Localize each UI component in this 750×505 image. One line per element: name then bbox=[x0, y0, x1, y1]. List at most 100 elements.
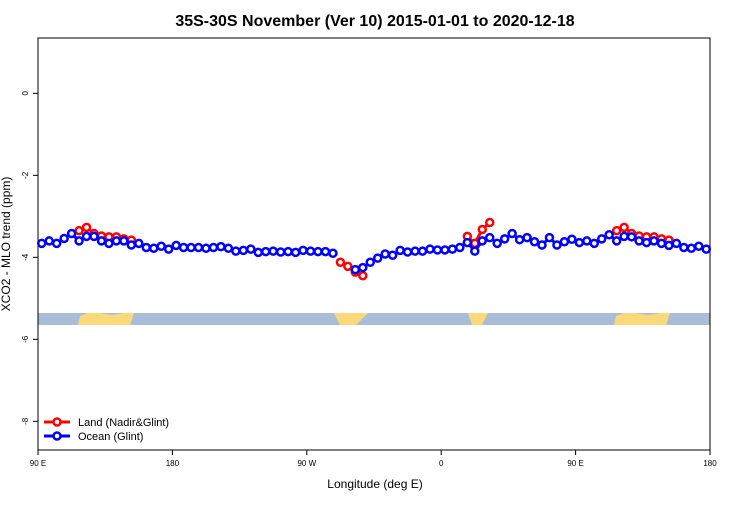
data-point bbox=[455, 242, 465, 253]
data-point bbox=[223, 243, 234, 254]
y-tick-label: -8 bbox=[21, 417, 30, 425]
data-point bbox=[208, 242, 219, 253]
y-tick-label: -6 bbox=[21, 335, 30, 343]
data-point bbox=[522, 232, 532, 243]
data-point bbox=[126, 240, 137, 250]
data-point bbox=[477, 236, 488, 246]
data-point bbox=[313, 246, 323, 257]
data-point bbox=[634, 236, 644, 246]
data-point bbox=[283, 246, 293, 257]
data-point bbox=[626, 232, 637, 242]
data-point bbox=[358, 271, 368, 281]
data-point bbox=[649, 236, 659, 246]
data-point bbox=[81, 222, 92, 233]
land-strip bbox=[78, 313, 134, 325]
y-axis-label: XCO2 - MLO trend (ppm) bbox=[0, 177, 13, 312]
data-point bbox=[694, 241, 704, 252]
data-point bbox=[701, 244, 712, 254]
data-point bbox=[44, 236, 54, 246]
data-point bbox=[529, 236, 540, 247]
land-strip bbox=[614, 313, 670, 325]
y-tick-label: -4 bbox=[21, 253, 30, 261]
data-point bbox=[298, 245, 308, 256]
data-point bbox=[477, 224, 488, 235]
data-point bbox=[51, 238, 62, 249]
data-point bbox=[567, 234, 577, 245]
data-point bbox=[365, 257, 376, 267]
data-point bbox=[641, 237, 652, 248]
data-point bbox=[74, 236, 84, 246]
data-point bbox=[619, 222, 629, 233]
data-point bbox=[589, 238, 600, 249]
data-point bbox=[395, 245, 405, 256]
data-point bbox=[611, 225, 622, 236]
data-point bbox=[343, 261, 353, 272]
data-point bbox=[559, 236, 570, 247]
y-tick-label: -2 bbox=[21, 171, 30, 179]
data-point bbox=[470, 246, 480, 256]
data-point bbox=[74, 225, 84, 236]
data-point bbox=[290, 247, 301, 258]
data-point bbox=[246, 244, 256, 254]
data-point bbox=[574, 237, 585, 248]
data-point bbox=[201, 243, 211, 254]
data-point bbox=[59, 233, 69, 244]
data-point bbox=[514, 234, 525, 245]
data-point bbox=[402, 247, 413, 257]
data-point bbox=[275, 247, 286, 257]
data-point bbox=[231, 246, 241, 256]
data-point bbox=[96, 236, 107, 246]
data-point bbox=[66, 228, 77, 239]
data-point bbox=[664, 240, 674, 251]
legend-label: Ocean (Glint) bbox=[78, 431, 143, 443]
data-point bbox=[417, 246, 428, 256]
data-point bbox=[216, 241, 226, 252]
data-point bbox=[619, 231, 629, 242]
data-point bbox=[380, 249, 390, 259]
data-point bbox=[492, 238, 502, 249]
data-point bbox=[335, 257, 346, 267]
x-tick-label: 180 bbox=[166, 459, 180, 468]
data-point bbox=[387, 250, 398, 261]
data-point bbox=[537, 240, 547, 250]
map-strip bbox=[38, 313, 710, 325]
land-strip bbox=[468, 313, 488, 325]
data-point bbox=[81, 231, 92, 242]
data-point bbox=[328, 248, 338, 258]
data-point bbox=[193, 242, 204, 253]
data-point bbox=[156, 241, 166, 252]
data-point bbox=[141, 242, 152, 253]
data-point bbox=[611, 236, 622, 246]
data-point bbox=[171, 240, 181, 251]
data-point bbox=[350, 264, 361, 275]
data-point bbox=[163, 244, 174, 254]
data-point bbox=[679, 242, 689, 253]
data-point bbox=[104, 238, 114, 249]
data-point bbox=[320, 246, 331, 257]
data-point bbox=[178, 242, 189, 253]
data-point bbox=[507, 228, 517, 239]
ocean-strip bbox=[38, 313, 710, 325]
data-point bbox=[305, 246, 316, 256]
data-point bbox=[260, 246, 271, 257]
x-tick-label: 90 E bbox=[30, 459, 46, 468]
data-point bbox=[372, 253, 383, 263]
x-tick-label: 90 E bbox=[567, 459, 583, 468]
y-tick-label: 0 bbox=[21, 91, 30, 96]
data-point bbox=[499, 234, 510, 244]
data-point bbox=[447, 244, 458, 254]
legend-label: Land (Nadir&Glint) bbox=[78, 417, 169, 429]
data-point bbox=[686, 243, 697, 254]
x-tick-label: 90 W bbox=[297, 459, 316, 468]
data-point bbox=[582, 236, 592, 246]
x-tick-label: 180 bbox=[703, 459, 717, 468]
data-point bbox=[425, 244, 435, 254]
x-axis-label: Longitude (deg E) bbox=[327, 477, 422, 491]
data-point bbox=[134, 238, 144, 249]
data-point bbox=[358, 262, 368, 273]
data-point bbox=[89, 231, 99, 242]
data-point bbox=[552, 240, 562, 250]
